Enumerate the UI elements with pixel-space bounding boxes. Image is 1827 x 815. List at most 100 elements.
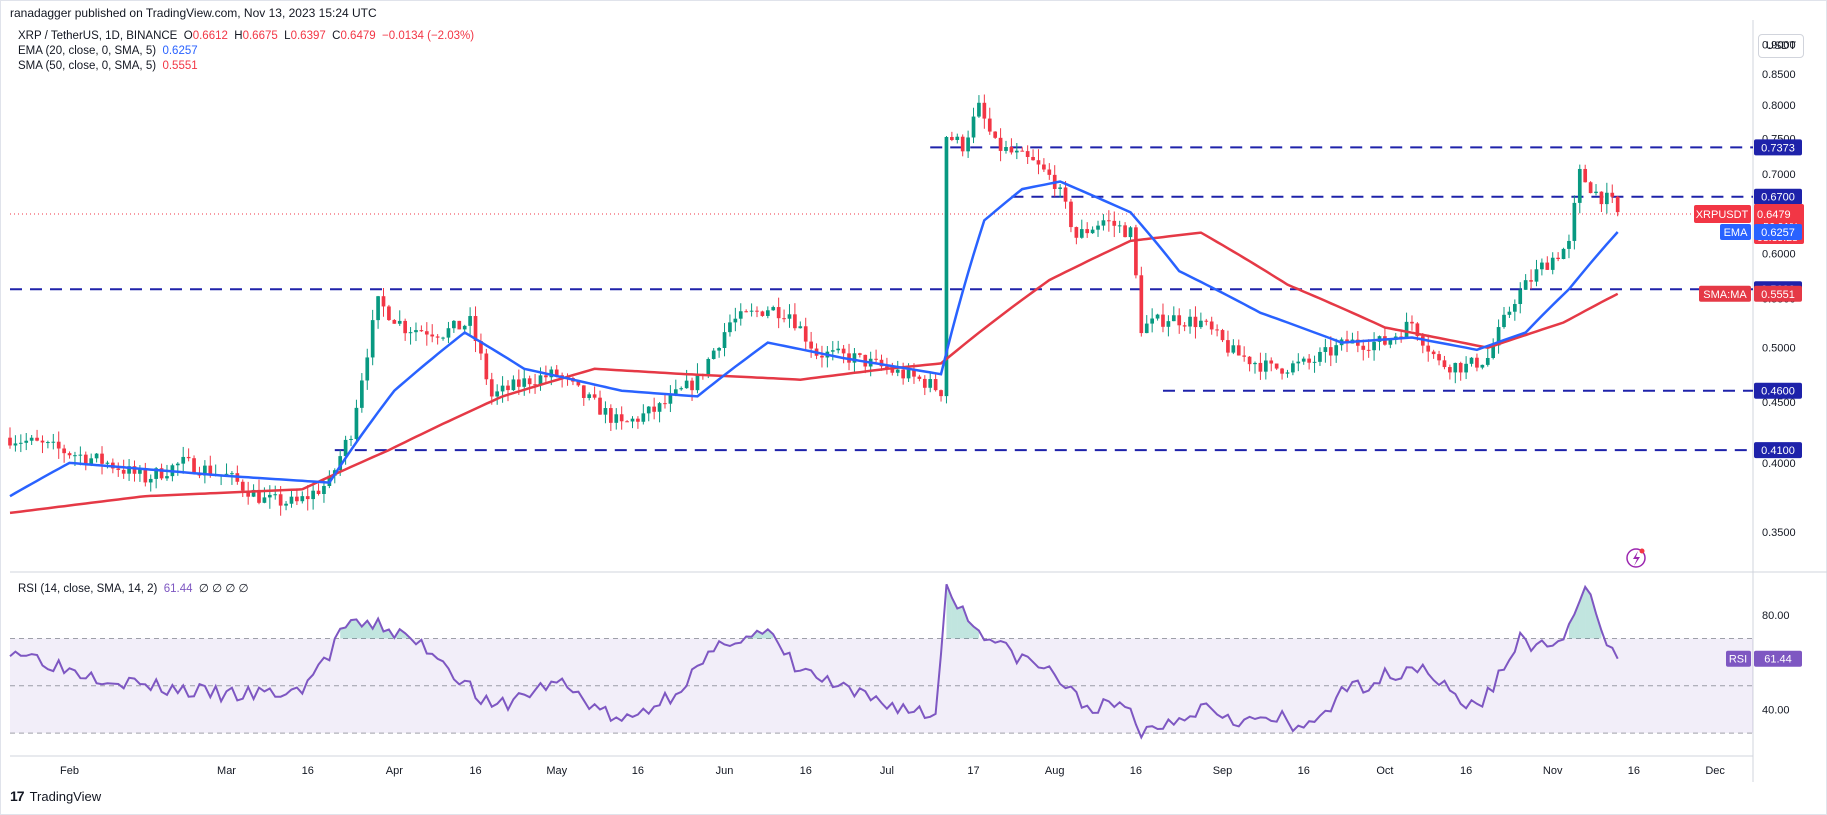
time-tick-label: Aug [1045, 765, 1065, 777]
sma-badge[interactable]: 0.5551 SMA:MA [1699, 285, 1802, 302]
price-tick-label: 0.4000 [1762, 458, 1796, 470]
lightning-icon[interactable] [1626, 548, 1646, 568]
time-tick-label: Jul [880, 765, 894, 777]
candle-body [1491, 345, 1496, 358]
candle [370, 309, 375, 366]
candle [1112, 211, 1117, 238]
candle-body [1550, 257, 1555, 270]
candle [1193, 306, 1198, 339]
candle [78, 446, 83, 466]
candle-body [652, 406, 656, 412]
candle-body [630, 418, 635, 422]
candle-body [679, 388, 684, 390]
candle-body [1334, 345, 1339, 356]
candle [40, 435, 45, 454]
candle-body [1188, 316, 1192, 327]
candle-body [1453, 362, 1458, 373]
ema-badge-tag-bg [1720, 224, 1751, 241]
candle [468, 307, 472, 335]
sma-50-line[interactable] [9, 231, 1619, 515]
rsi-badge[interactable]: 61.44 RSI [1726, 650, 1802, 667]
candles[interactable] [8, 94, 1620, 516]
time-axis[interactable]: Feb Mar 16 Apr 16 May 16 Jun 16 Jul 17 Aug 16 Sep 16 Oc… [60, 765, 1725, 777]
candle [1209, 316, 1214, 335]
candle [1074, 226, 1079, 245]
candle [435, 334, 440, 345]
ema-legend[interactable]: EMA (20, close, 0, SMA, 5) 0.6257 [18, 45, 198, 57]
candle [717, 346, 721, 358]
symbol-tag-bg [1694, 205, 1751, 224]
candle [1577, 164, 1582, 214]
candle-body [787, 314, 792, 319]
rsi-line[interactable] [9, 583, 1619, 740]
candle [1123, 222, 1127, 238]
candle [1247, 355, 1252, 372]
candle-body [993, 131, 998, 138]
time-tick-label: 17 [967, 765, 979, 777]
candle [1101, 214, 1106, 231]
candle-body [435, 336, 440, 338]
candle-body [538, 375, 543, 385]
candle [1550, 252, 1555, 275]
candle-body [625, 421, 629, 423]
ema-20-line[interactable] [9, 180, 1619, 498]
candle-body [1291, 363, 1295, 373]
candle [13, 435, 18, 452]
candle-body [1220, 330, 1225, 341]
candle-body [18, 442, 23, 444]
rsi-overbought-fill [399, 629, 406, 639]
publish-header: ranadagger published on TradingView.com,… [10, 6, 379, 20]
rsi-overbought-fill [946, 584, 952, 639]
candle [760, 310, 765, 317]
candle-body [24, 440, 29, 443]
candle [1155, 313, 1160, 321]
candle-body [1090, 229, 1095, 234]
candle [408, 327, 413, 345]
candle-body [251, 489, 256, 497]
rsi-legend[interactable]: RSI (14, close, SMA, 14, 2) 61.44 ∅ ∅ ∅ … [18, 581, 249, 595]
time-tick-label: Jun [716, 765, 734, 777]
candle-body [181, 456, 186, 464]
rsi-overbought-fill [340, 627, 346, 639]
candle [755, 306, 759, 318]
price-tick-label: 0.4500 [1762, 397, 1796, 409]
candle-body [1226, 340, 1230, 353]
open-value: 0.6612 [192, 30, 228, 42]
candle-body [1458, 362, 1463, 373]
candle-body [387, 306, 391, 321]
candle-body [1448, 367, 1452, 373]
candle [922, 375, 927, 396]
ema-badge[interactable]: 0.6257 EMA [1720, 224, 1802, 241]
candle [657, 401, 662, 423]
candle-body [977, 102, 981, 117]
candle-body [1280, 368, 1284, 374]
symbol-legend[interactable]: XRP / TetherUS, 1D, BINANCE O0.6612 H0.6… [18, 30, 475, 42]
candle [1556, 252, 1560, 262]
sma-legend[interactable]: SMA (50, close, 0, SMA, 5) 0.5551 [18, 60, 198, 72]
candle-body [1534, 269, 1539, 282]
candle [576, 381, 581, 387]
candle-body [793, 314, 797, 329]
candle-body [73, 455, 77, 457]
rsi-badge-tag: RSI [1729, 654, 1747, 666]
candle-body [51, 441, 56, 443]
candle [51, 433, 56, 450]
candle [636, 416, 640, 429]
candle-body [240, 481, 245, 491]
candle [1420, 333, 1425, 354]
currency-button[interactable]: USDT [1758, 34, 1804, 58]
level-label-text: 0.7373 [1761, 142, 1795, 154]
candle-body [939, 390, 943, 397]
candle-body [1323, 347, 1328, 352]
candle-body [1085, 229, 1090, 234]
candle [381, 288, 386, 317]
candle [397, 310, 402, 326]
tradingview-logo[interactable]: 17 TradingView [10, 788, 101, 804]
rsi-legend-na: ∅ ∅ ∅ ∅ [198, 583, 249, 595]
candle [1437, 350, 1441, 366]
candle [663, 393, 667, 409]
candle-body [1134, 227, 1138, 276]
candle-body [636, 418, 640, 422]
candle [1296, 353, 1301, 372]
